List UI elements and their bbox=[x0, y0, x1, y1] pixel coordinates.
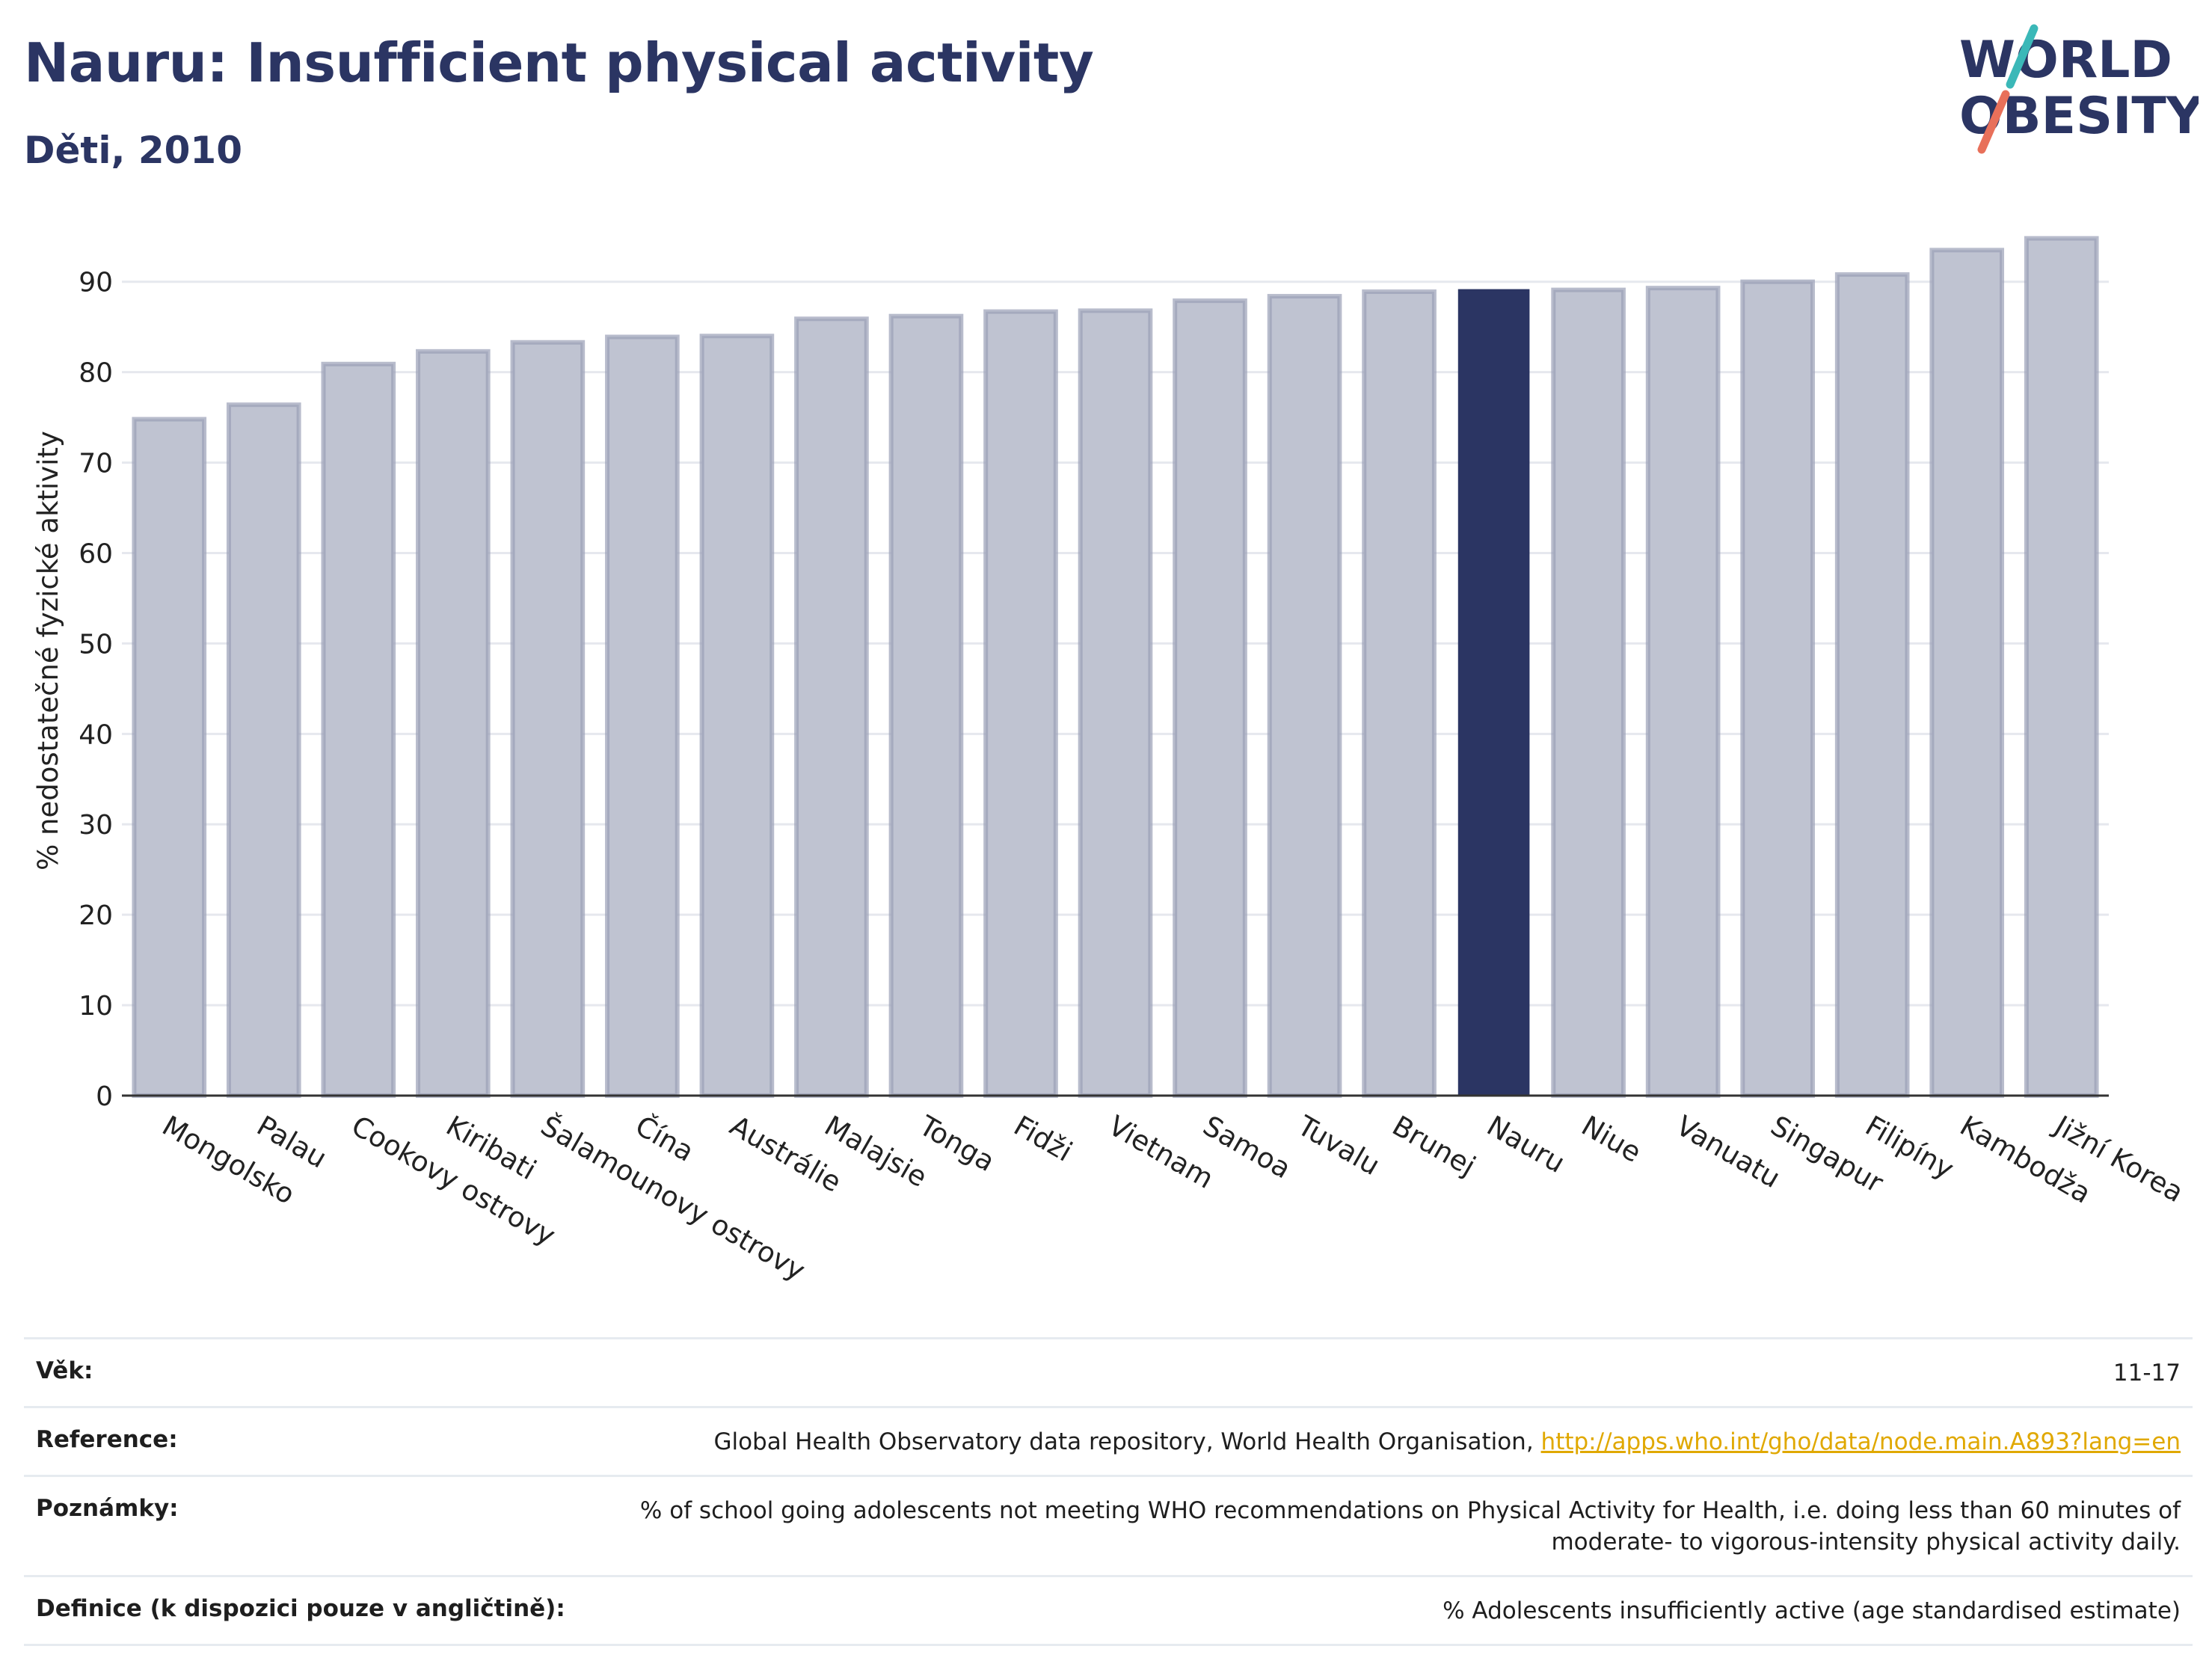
meta-label: Definice (k dispozici pouze v angličtině… bbox=[36, 1595, 565, 1623]
reference-link[interactable]: http://apps.who.int/gho/data/node.main.A… bbox=[1540, 1428, 2181, 1455]
bar-kambodža bbox=[1929, 248, 2005, 1099]
meta-value: 11-17 bbox=[2113, 1357, 2181, 1390]
y-tick-label: 30 bbox=[79, 810, 113, 841]
meta-label: Věk: bbox=[36, 1357, 93, 1384]
meta-label: Poznámky: bbox=[36, 1494, 179, 1522]
x-tick-label: Fidži bbox=[1008, 1110, 1078, 1168]
chart-title: Nauru: Insufficient physical activity bbox=[24, 31, 1094, 94]
meta-row: Reference: Global Health Observatory data… bbox=[24, 1405, 2193, 1475]
bar-kiribati bbox=[416, 348, 491, 1098]
x-tick-label: Nauru bbox=[1481, 1110, 1570, 1179]
x-tick-label: Brunej bbox=[1387, 1110, 1481, 1183]
bar-cookovy-ostrovy bbox=[321, 361, 396, 1099]
x-tick-label: Tuvalu bbox=[1291, 1109, 1385, 1182]
bar-jižní-korea bbox=[2024, 236, 2099, 1099]
y-tick-label: 60 bbox=[79, 538, 113, 569]
meta-value-text: 11-17 bbox=[2113, 1360, 2181, 1387]
meta-value-text: % of school going adolescents not meetin… bbox=[639, 1496, 2181, 1556]
metadata-table: Věk: 11-17 Reference: Global Health Observa… bbox=[24, 1337, 2193, 1646]
y-tick-label: 50 bbox=[79, 629, 113, 660]
bar-niue bbox=[1551, 287, 1626, 1099]
bar-tuvalu bbox=[1267, 294, 1342, 1098]
meta-value: Global Health Observatory data repositor… bbox=[713, 1426, 2181, 1458]
bar-tonga bbox=[888, 313, 964, 1098]
meta-row: Poznámky: % of school going adolescents n… bbox=[24, 1474, 2193, 1576]
bar-vietnam bbox=[1078, 308, 1153, 1098]
meta-row: Definice (k dispozici pouze v angličtině… bbox=[24, 1575, 2193, 1646]
world-obesity-logo: WORLD OBESITY bbox=[1959, 24, 2199, 154]
bar-nauru bbox=[1457, 289, 1530, 1097]
y-tick-label: 80 bbox=[79, 358, 113, 389]
bar-vanuatu bbox=[1645, 286, 1721, 1098]
bar-mongolsko bbox=[132, 417, 207, 1098]
bar-samoa bbox=[1173, 298, 1247, 1098]
x-tick-label: Vanuatu bbox=[1671, 1110, 1786, 1195]
y-tick-label: 70 bbox=[79, 449, 113, 479]
bar-malajsie bbox=[794, 316, 869, 1098]
bar-palau bbox=[226, 402, 301, 1098]
bar-austrálie bbox=[699, 334, 775, 1098]
logo-word-world: WORLD bbox=[1959, 31, 2172, 90]
meta-label: Reference: bbox=[36, 1425, 178, 1453]
logo-slash-teal bbox=[2006, 24, 2039, 89]
y-tick-label: 40 bbox=[79, 719, 113, 750]
x-tick-label: Niue bbox=[1576, 1110, 1647, 1169]
meta-value: % Adolescents insufficiently active (age… bbox=[1443, 1595, 2181, 1627]
bar-fidži bbox=[983, 309, 1058, 1099]
y-axis-label: % nedostatečné fyzické aktivity bbox=[32, 431, 64, 871]
bar-filipíny bbox=[1834, 272, 1910, 1098]
meta-value-text: % Adolescents insufficiently active (age… bbox=[1443, 1597, 2181, 1625]
bar-brunej bbox=[1362, 289, 1437, 1098]
chart-subtitle: Děti, 2010 bbox=[24, 129, 243, 172]
bar-šalamounovy-ostrovy bbox=[510, 340, 586, 1098]
meta-value-text: Global Health Observatory data repositor… bbox=[713, 1428, 1541, 1455]
bar-singapur bbox=[1740, 279, 1815, 1098]
bars bbox=[132, 236, 2099, 1099]
meta-value: % of school going adolescents not meetin… bbox=[550, 1495, 2181, 1559]
y-tick-label: 20 bbox=[79, 900, 113, 931]
y-tick-label: 10 bbox=[79, 991, 113, 1022]
y-tick-label: 0 bbox=[96, 1081, 113, 1112]
x-tick-label: Vietnam bbox=[1103, 1110, 1219, 1195]
x-tick-label: Čína bbox=[630, 1109, 699, 1168]
logo-slash-coral bbox=[1977, 90, 2010, 154]
y-tick-label: 90 bbox=[79, 268, 113, 298]
meta-row: Věk: 11-17 bbox=[24, 1337, 2193, 1406]
bar-čína bbox=[605, 334, 680, 1099]
